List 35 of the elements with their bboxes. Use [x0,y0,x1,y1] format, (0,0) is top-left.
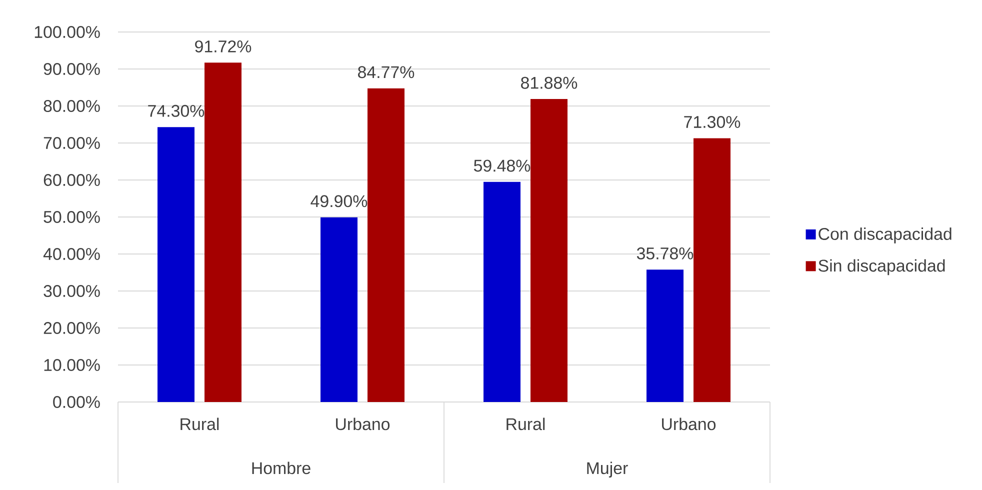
data-label: 59.48% [474,160,530,172]
y-tick-label: 90.00% [44,63,100,75]
y-tick-label: 10.00% [44,359,100,371]
data-label: 81.88% [521,76,578,89]
legend-label: Con discapacidad [818,228,952,244]
y-tick-label: 0.00% [53,396,100,408]
x-tick-label: Rural [180,418,219,430]
y-tick-label: 60.00% [44,174,100,186]
y-tick-label: 50.00% [44,211,100,223]
bar [530,99,568,402]
bar [320,217,358,402]
y-tick-label: 100.00% [34,26,100,38]
bar [368,88,405,402]
data-label: 71.30% [684,116,740,128]
text: Mujer [587,462,628,478]
y-tick-label: 70.00% [44,137,100,149]
bar [694,138,731,402]
data-label: 84.77% [358,66,414,78]
data-label: 74.30% [148,104,204,117]
y-tick-label: 30.00% [44,285,100,297]
data-label: 49.90% [310,195,368,208]
data-label: 91.72% [195,40,252,52]
x-tick-label: Rural [506,418,545,430]
bar [646,270,684,402]
bar [484,182,521,402]
data-label: 35.78% [636,247,694,260]
y-tick-label: 40.00% [43,248,100,260]
legend-label: Sin discapacidad [818,259,945,276]
x-tick-label: Urbano [336,418,390,430]
x-tick-label: Urbano [662,418,716,430]
y-tick-label: 80.00% [44,100,100,112]
bar [158,127,194,402]
bar [204,62,242,402]
y-tick-label: 20.00% [44,322,100,334]
text: Hombre [252,462,310,474]
